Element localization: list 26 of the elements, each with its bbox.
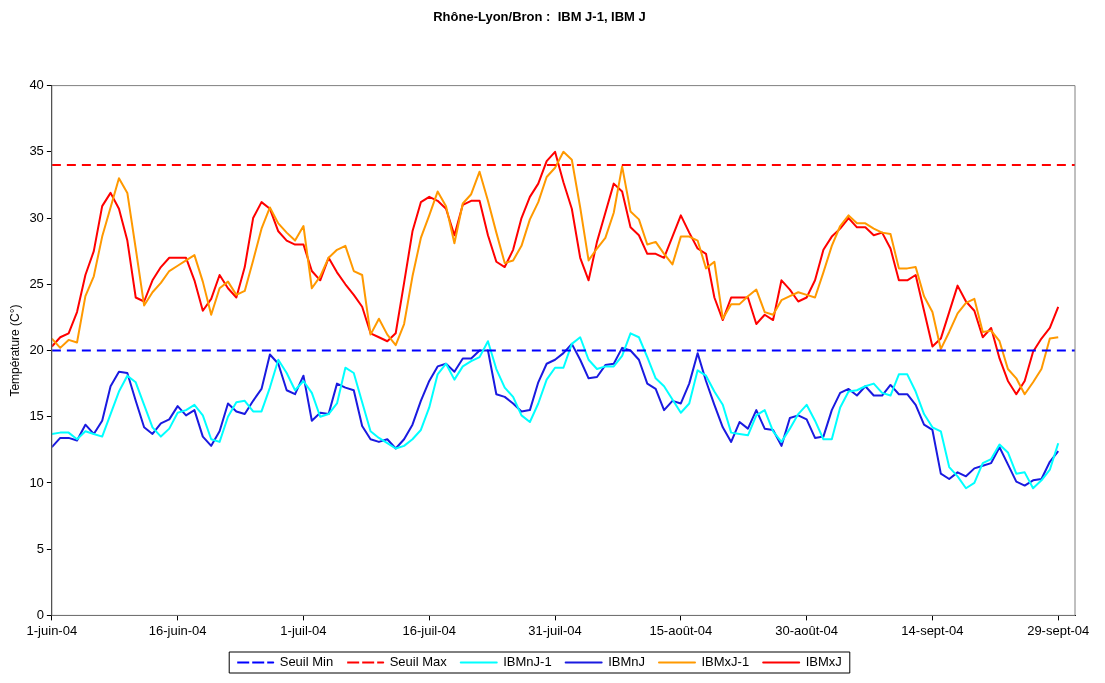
y-tick-label: 0 [36,606,44,622]
x-tick-label: 1-juin-04 [26,622,78,638]
y-tick-label: 20 [29,342,44,358]
y-axis-title: Température (C°) [7,304,22,397]
x-tick-label: 16-juil-04 [402,622,456,638]
y-tick-label: 10 [29,474,44,490]
y-tick-label: 35 [29,143,44,159]
y-tick-label: 15 [29,408,44,424]
x-tick-label: 29-sept-04 [1027,622,1090,638]
x-tick-label: 14-sept-04 [901,622,964,638]
x-tick-label: 31-juil-04 [528,622,582,638]
y-tick-label: 5 [36,540,44,556]
legend-label: IBMnJ [608,654,645,670]
x-tick-label: 1-juil-04 [280,622,327,638]
y-tick-label: 25 [29,275,44,291]
y-tick-label: 30 [29,209,44,225]
x-tick-label: 30-août-04 [775,622,839,638]
chart-title: Rhône-Lyon/Bron : IBM J-1, IBM J [433,9,646,25]
legend-label: IBMxJ-1 [701,654,750,670]
legend-label: Seuil Min [279,654,334,670]
y-tick-label: 40 [29,77,44,93]
legend-label: IBMxJ [805,654,842,670]
x-tick-label: 16-juin-04 [148,622,207,638]
legend-label: Seuil Max [389,654,448,670]
legend-label: IBMnJ-1 [503,654,552,670]
x-tick-label: 15-août-04 [649,622,713,638]
